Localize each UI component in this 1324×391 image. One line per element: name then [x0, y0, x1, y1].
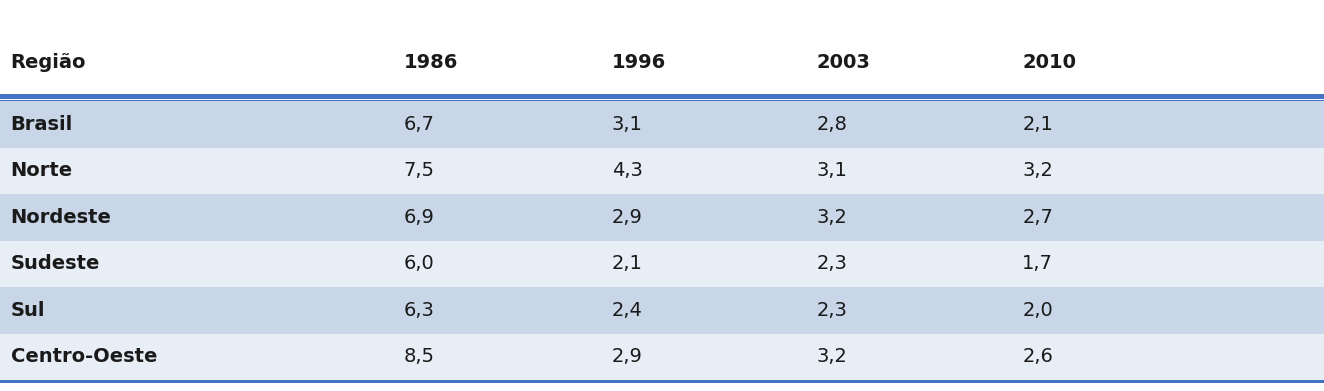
Bar — [0, 287, 1324, 334]
Bar — [0, 31, 1324, 94]
Text: 1996: 1996 — [612, 53, 666, 72]
Text: 2,9: 2,9 — [612, 347, 642, 366]
Text: Sudeste: Sudeste — [11, 255, 101, 273]
Text: 2003: 2003 — [817, 53, 871, 72]
Bar — [0, 100, 1324, 101]
Text: 7,5: 7,5 — [404, 161, 434, 181]
Text: Brasil: Brasil — [11, 115, 73, 134]
Bar — [0, 380, 1324, 383]
Text: 2010: 2010 — [1022, 53, 1076, 72]
Text: 2,0: 2,0 — [1022, 301, 1053, 320]
Text: 6,7: 6,7 — [404, 115, 434, 134]
Text: Centro-Oeste: Centro-Oeste — [11, 347, 158, 366]
Bar — [0, 240, 1324, 287]
Text: 3,2: 3,2 — [817, 347, 847, 366]
Text: 8,5: 8,5 — [404, 347, 434, 366]
Bar — [0, 194, 1324, 240]
Text: 3,1: 3,1 — [817, 161, 847, 181]
Text: 2,1: 2,1 — [1022, 115, 1053, 134]
Bar — [0, 148, 1324, 194]
Text: 1,7: 1,7 — [1022, 255, 1053, 273]
Text: 2,1: 2,1 — [612, 255, 642, 273]
Text: 2,7: 2,7 — [1022, 208, 1053, 227]
Text: 2,9: 2,9 — [612, 208, 642, 227]
Bar — [0, 101, 1324, 148]
Text: Região: Região — [11, 53, 86, 72]
Text: 2,8: 2,8 — [817, 115, 847, 134]
Bar — [0, 94, 1324, 99]
Text: 4,3: 4,3 — [612, 161, 642, 181]
Text: 1986: 1986 — [404, 53, 458, 72]
Text: 3,2: 3,2 — [817, 208, 847, 227]
Text: 2,3: 2,3 — [817, 301, 847, 320]
Text: Nordeste: Nordeste — [11, 208, 111, 227]
Text: 6,3: 6,3 — [404, 301, 434, 320]
Text: Sul: Sul — [11, 301, 45, 320]
Text: 6,0: 6,0 — [404, 255, 434, 273]
Text: 6,9: 6,9 — [404, 208, 434, 227]
Bar — [0, 334, 1324, 380]
Text: 3,2: 3,2 — [1022, 161, 1053, 181]
Text: 2,6: 2,6 — [1022, 347, 1053, 366]
Text: Norte: Norte — [11, 161, 73, 181]
Text: 2,3: 2,3 — [817, 255, 847, 273]
Text: 2,4: 2,4 — [612, 301, 642, 320]
Text: 3,1: 3,1 — [612, 115, 642, 134]
